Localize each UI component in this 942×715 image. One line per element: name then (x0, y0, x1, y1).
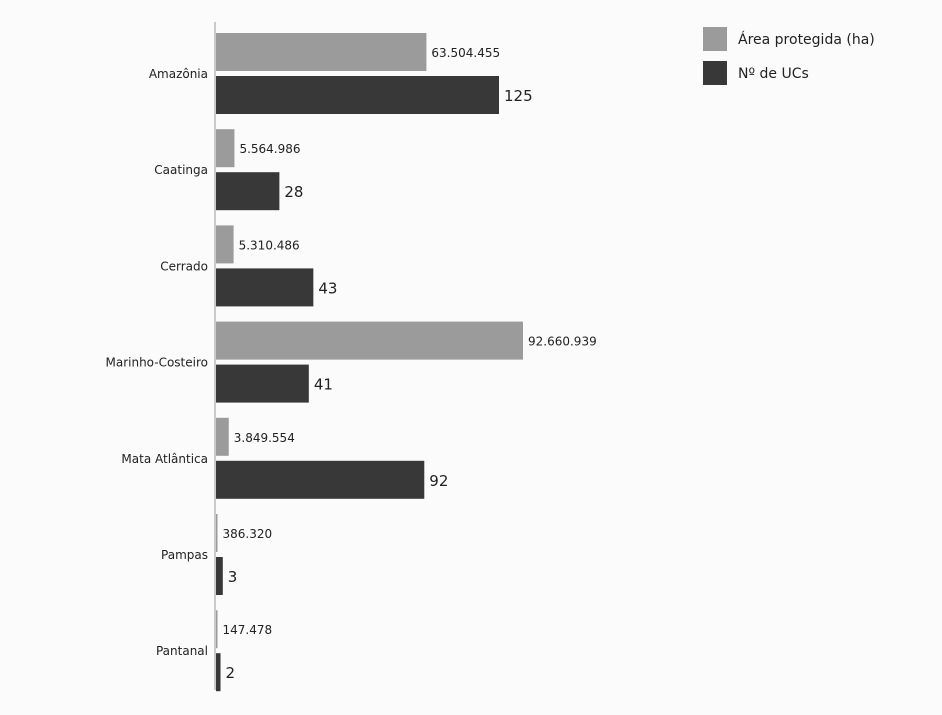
data-label-ucs-amazonia: 125 (504, 87, 533, 105)
data-label-area-cerrado: 5.310.486 (239, 238, 300, 252)
bar-area-marinho-costeiro (216, 321, 523, 360)
legend-label-ucs: Nº de UCs (738, 66, 809, 82)
bar-area-cerrado (216, 225, 234, 264)
data-label-area-pampas: 386.320 (223, 527, 273, 541)
bar-ucs-marinho-costeiro (216, 364, 309, 403)
data-label-ucs-caatinga: 28 (284, 183, 303, 201)
bar-ucs-amazonia (216, 76, 499, 114)
bar-ucs-pampas (216, 557, 223, 595)
data-label-ucs-marinho-costeiro: 41 (314, 376, 333, 394)
bar-ucs-caatinga (216, 172, 280, 211)
labels-layer: Amazônia 63.504.455 125 Caatinga 5.564.986 28… (106, 46, 597, 682)
legend-swatch-ucs (703, 61, 727, 85)
bar-area-mata-atlantica (216, 417, 229, 456)
category-label-cerrado: Cerrado (160, 259, 208, 273)
bar-area-pantanal (216, 610, 218, 649)
data-label-ucs-mata-atlantica: 92 (429, 472, 448, 490)
category-label-marinho-costeiro: Marinho-Costeiro (106, 356, 209, 370)
data-label-area-amazonia: 63.504.455 (431, 46, 500, 60)
legend: Área protegida (ha) Nº de UCs (703, 27, 875, 85)
bar-area-pampas (216, 514, 218, 552)
category-label-amazonia: Amazônia (149, 67, 208, 81)
data-label-area-caatinga: 5.564.986 (239, 142, 300, 156)
data-label-ucs-pampas: 3 (228, 568, 238, 586)
bar-ucs-cerrado (216, 268, 314, 307)
bar-area-caatinga (216, 129, 235, 168)
category-label-mata-atlantica: Mata Atlântica (121, 452, 208, 466)
legend-swatch-area (703, 27, 727, 51)
category-label-pampas: Pampas (161, 548, 208, 562)
bars-layer (216, 33, 523, 692)
data-label-area-marinho-costeiro: 92.660.939 (528, 335, 597, 349)
data-label-ucs-cerrado: 43 (318, 279, 337, 297)
bar-ucs-pantanal (216, 653, 221, 692)
bar-area-amazonia (216, 33, 427, 71)
category-label-caatinga: Caatinga (154, 163, 208, 177)
data-label-area-mata-atlantica: 3.849.554 (234, 431, 295, 445)
category-label-pantanal: Pantanal (156, 644, 208, 658)
data-label-area-pantanal: 147.478 (223, 623, 273, 637)
bar-ucs-mata-atlantica (216, 460, 425, 499)
legend-label-area: Área protegida (ha) (738, 31, 875, 48)
data-label-ucs-pantanal: 2 (226, 664, 236, 682)
